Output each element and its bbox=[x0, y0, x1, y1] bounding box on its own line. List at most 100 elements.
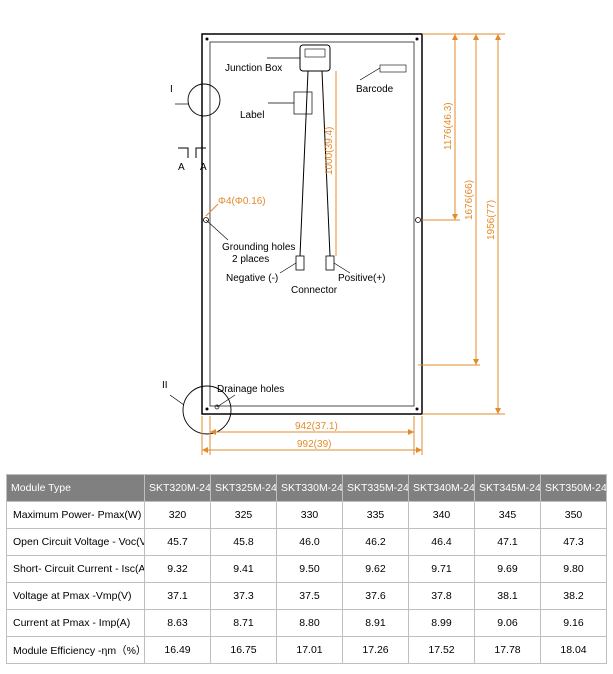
header-model-2: SKT330M-24 bbox=[277, 475, 343, 502]
dim-h2-text: 1676(66) bbox=[464, 180, 475, 220]
leader-grounding bbox=[206, 220, 228, 240]
table-cell: 8.80 bbox=[277, 610, 343, 637]
table-cell: 38.2 bbox=[541, 583, 607, 610]
leader-pos bbox=[334, 263, 350, 273]
table-cell: 17.01 bbox=[277, 637, 343, 664]
table-cell: 345 bbox=[475, 502, 541, 529]
jbox-label: Junction Box bbox=[225, 63, 282, 74]
table-row: Maximum Power- Pmax(W) 320 325 330 335 3… bbox=[7, 502, 607, 529]
table-cell: 8.99 bbox=[409, 610, 475, 637]
table-cell: 340 bbox=[409, 502, 475, 529]
pos-label: Positive(+) bbox=[338, 273, 386, 284]
row-label: Current at Pmax - Imp(A) bbox=[7, 610, 145, 637]
callout-circle-i bbox=[188, 84, 220, 116]
screw bbox=[206, 408, 209, 411]
table-cell: 37.3 bbox=[211, 583, 277, 610]
table-cell: 16.49 bbox=[145, 637, 211, 664]
spec-table-container: Module Type SKT320M-24 SKT325M-24 SKT330… bbox=[6, 474, 607, 664]
dim-ground-leader bbox=[206, 204, 218, 216]
conn-label: Connector bbox=[291, 285, 338, 296]
table-cell: 350 bbox=[541, 502, 607, 529]
table-cell: 9.16 bbox=[541, 610, 607, 637]
table-cell: 9.69 bbox=[475, 556, 541, 583]
table-cell: 335 bbox=[343, 502, 409, 529]
table-cell: 37.1 bbox=[145, 583, 211, 610]
dim-winner-text: 942(37.1) bbox=[295, 421, 338, 432]
barcode-icon bbox=[380, 65, 406, 72]
callout-ii-label: II bbox=[162, 380, 168, 391]
header-module-type: Module Type bbox=[7, 475, 145, 502]
header-model-6: SKT350M-24 bbox=[541, 475, 607, 502]
row-label: Open Circuit Voltage - Voc(V) bbox=[7, 529, 145, 556]
leader-drainage bbox=[217, 395, 235, 407]
row-label: Maximum Power- Pmax(W) bbox=[7, 502, 145, 529]
table-cell: 17.52 bbox=[409, 637, 475, 664]
dim-h1-text: 1176(46.3) bbox=[443, 102, 454, 150]
grounding-hole-right bbox=[416, 218, 421, 223]
label-box bbox=[294, 92, 312, 114]
dim-h3-text: 1956(77) bbox=[486, 200, 497, 240]
dim-ground-text: Φ4(Φ0.16) bbox=[218, 196, 266, 207]
table-cell: 17.26 bbox=[343, 637, 409, 664]
table-cell: 18.04 bbox=[541, 637, 607, 664]
screw bbox=[206, 38, 209, 41]
section-a2: A bbox=[200, 162, 207, 173]
table-cell: 37.6 bbox=[343, 583, 409, 610]
screw bbox=[416, 408, 419, 411]
grounding-label1: Grounding holes bbox=[222, 242, 295, 253]
drainage-label: Drainage holes bbox=[217, 384, 284, 395]
table-cell: 37.5 bbox=[277, 583, 343, 610]
header-model-1: SKT325M-24 bbox=[211, 475, 277, 502]
table-cell: 8.91 bbox=[343, 610, 409, 637]
leader-callout-ii bbox=[170, 395, 184, 405]
section-mark-1 bbox=[178, 148, 188, 158]
page-root: Junction Box Barcode Label Negative (-) … bbox=[0, 0, 613, 674]
diagram-svg: Junction Box Barcode Label Negative (-) … bbox=[0, 0, 613, 462]
table-cell: 9.80 bbox=[541, 556, 607, 583]
table-cell: 8.63 bbox=[145, 610, 211, 637]
section-mark-2 bbox=[196, 148, 206, 158]
screw bbox=[416, 38, 419, 41]
table-cell: 8.71 bbox=[211, 610, 277, 637]
row-label: Voltage at Pmax -Vmp(V) bbox=[7, 583, 145, 610]
header-model-0: SKT320M-24 bbox=[145, 475, 211, 502]
panel-diagram: Junction Box Barcode Label Negative (-) … bbox=[0, 0, 613, 462]
spec-table-head: Module Type SKT320M-24 SKT325M-24 SKT330… bbox=[7, 475, 607, 502]
connector-neg-icon bbox=[296, 256, 304, 270]
grounding-label2: 2 places bbox=[232, 254, 269, 265]
table-row: Short- Circuit Current - Isc(A) 9.32 9.4… bbox=[7, 556, 607, 583]
table-cell: 45.8 bbox=[211, 529, 277, 556]
table-cell: 9.50 bbox=[277, 556, 343, 583]
table-cell: 325 bbox=[211, 502, 277, 529]
neg-label: Negative (-) bbox=[226, 273, 278, 284]
table-cell: 9.32 bbox=[145, 556, 211, 583]
table-cell: 46.4 bbox=[409, 529, 475, 556]
dim-cable-text: 1000(39.4) bbox=[324, 127, 335, 175]
section-a1: A bbox=[178, 162, 185, 173]
table-cell: 37.8 bbox=[409, 583, 475, 610]
label-label: Label bbox=[240, 110, 264, 121]
table-cell: 47.3 bbox=[541, 529, 607, 556]
table-cell: 38.1 bbox=[475, 583, 541, 610]
table-cell: 45.7 bbox=[145, 529, 211, 556]
table-cell: 9.06 bbox=[475, 610, 541, 637]
leader-neg bbox=[280, 263, 296, 273]
table-row: Voltage at Pmax -Vmp(V) 37.1 37.3 37.5 3… bbox=[7, 583, 607, 610]
table-cell: 46.2 bbox=[343, 529, 409, 556]
connector-pos-icon bbox=[326, 256, 334, 270]
row-label: Module Efficiency -ηm（%） bbox=[7, 637, 145, 664]
header-model-3: SKT335M-24 bbox=[343, 475, 409, 502]
spec-table-body: Maximum Power- Pmax(W) 320 325 330 335 3… bbox=[7, 502, 607, 664]
callout-i-label: I bbox=[170, 84, 173, 95]
header-model-5: SKT345M-24 bbox=[475, 475, 541, 502]
dim-wouter-text: 992(39) bbox=[297, 439, 331, 450]
table-cell: 46.0 bbox=[277, 529, 343, 556]
table-cell: 9.62 bbox=[343, 556, 409, 583]
table-cell: 17.78 bbox=[475, 637, 541, 664]
row-label: Short- Circuit Current - Isc(A) bbox=[7, 556, 145, 583]
table-cell: 47.1 bbox=[475, 529, 541, 556]
header-model-4: SKT340M-24 bbox=[409, 475, 475, 502]
table-row: Open Circuit Voltage - Voc(V) 45.7 45.8 … bbox=[7, 529, 607, 556]
leader-barcode bbox=[360, 68, 380, 80]
table-cell: 330 bbox=[277, 502, 343, 529]
